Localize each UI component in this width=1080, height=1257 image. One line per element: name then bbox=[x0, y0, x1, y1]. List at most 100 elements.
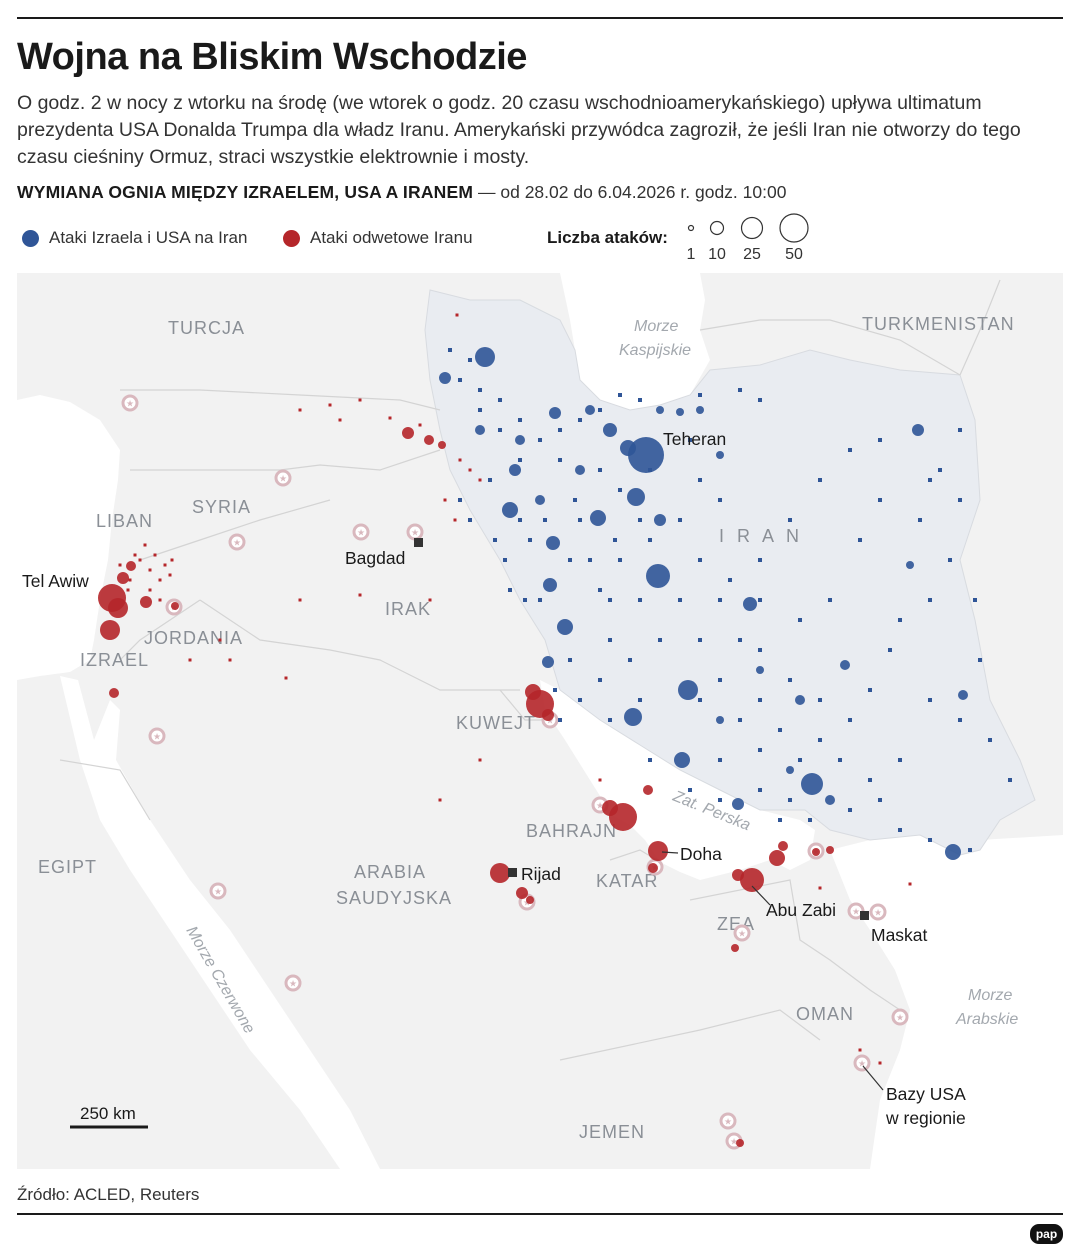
strike-retaliation-15 bbox=[602, 800, 618, 816]
strike-retaliation-small-20 bbox=[458, 458, 462, 462]
strike-retaliation-small-27 bbox=[908, 882, 912, 886]
strike-retaliation-small-25 bbox=[455, 313, 459, 317]
strike-iran-small-104 bbox=[718, 758, 722, 762]
strike-retaliation-small-18 bbox=[388, 416, 392, 420]
strike-retaliation-small-31 bbox=[453, 518, 457, 522]
label-arabian-2: Arabskie bbox=[955, 1011, 1018, 1028]
label-bahrajn: BAHRAJN bbox=[526, 821, 617, 841]
strike-iran-5 bbox=[549, 407, 561, 419]
strike-iran-small-45 bbox=[798, 618, 802, 622]
legend-blue: Ataki Izraela i USA na Iran bbox=[22, 228, 247, 248]
scale-label: 250 km bbox=[80, 1104, 136, 1123]
strike-iran-9 bbox=[546, 536, 560, 550]
size-num-50: 50 bbox=[785, 246, 803, 263]
label-irak: IRAK bbox=[385, 599, 431, 619]
strike-retaliation-2 bbox=[100, 620, 120, 640]
label-jordania: JORDANIA bbox=[144, 628, 243, 648]
us-base-marker bbox=[148, 727, 166, 745]
city-doha: Doha bbox=[680, 844, 722, 864]
strike-iran-13 bbox=[557, 619, 573, 635]
strike-iran-small-5 bbox=[518, 518, 522, 522]
strike-retaliation-10 bbox=[438, 441, 446, 449]
strike-retaliation-small-10 bbox=[126, 588, 130, 592]
strike-iran-12 bbox=[509, 464, 521, 476]
capital-markers bbox=[414, 538, 869, 920]
strike-iran-small-65 bbox=[558, 458, 562, 462]
us-base-marker bbox=[121, 394, 139, 412]
us-base-marker bbox=[853, 1054, 871, 1072]
label-liban: LIBAN bbox=[96, 511, 153, 531]
strike-iran-small-96 bbox=[878, 438, 882, 442]
pap-logo: pap bbox=[1030, 1224, 1063, 1244]
label-arabia-2: SAUDYJSKA bbox=[336, 888, 452, 908]
lead-text: O godz. 2 w nocy z wtorku na środę (we w… bbox=[17, 92, 1021, 168]
strike-iran-small-111 bbox=[568, 658, 572, 662]
legend-red-label: Ataki odwetowe Iranu bbox=[310, 228, 473, 247]
strike-iran-23 bbox=[912, 424, 924, 436]
strike-retaliation-small-29 bbox=[878, 1061, 882, 1065]
size-legend-circles bbox=[687, 213, 809, 243]
label-jemen: JEMEN bbox=[579, 1122, 645, 1142]
strike-iran-small-74 bbox=[788, 798, 792, 802]
strike-iran-small-19 bbox=[538, 598, 542, 602]
strike-iran-small-9 bbox=[578, 518, 582, 522]
strike-iran-small-33 bbox=[848, 718, 852, 722]
strike-retaliation-small-24 bbox=[284, 676, 288, 680]
strike-iran-small-81 bbox=[1008, 778, 1012, 782]
label-oman: OMAN bbox=[796, 1004, 854, 1024]
strike-iran-33 bbox=[716, 451, 724, 459]
strike-iran-small-99 bbox=[973, 598, 977, 602]
strike-iran-21 bbox=[945, 844, 961, 860]
strike-iran-small-114 bbox=[648, 468, 652, 472]
star-icon: ★ bbox=[724, 1117, 732, 1127]
strike-retaliation-small-3 bbox=[153, 553, 157, 557]
strike-iran-1 bbox=[439, 372, 451, 384]
strike-retaliation-small-32 bbox=[428, 598, 432, 602]
strike-iran-30 bbox=[696, 406, 704, 414]
strike-retaliation-6 bbox=[171, 602, 179, 610]
strike-retaliation-25 bbox=[643, 785, 653, 795]
persian-gulf bbox=[540, 680, 815, 880]
marker-maskat bbox=[860, 911, 869, 920]
strike-iran-small-29 bbox=[758, 698, 762, 702]
strike-retaliation-small-33 bbox=[358, 593, 362, 597]
strike-retaliation-small-30 bbox=[443, 498, 447, 502]
strike-iran-small-48 bbox=[698, 478, 702, 482]
strike-retaliation-small-8 bbox=[128, 578, 132, 582]
strike-iran-small-105 bbox=[688, 788, 692, 792]
strike-retaliation-1 bbox=[108, 598, 128, 618]
size-num-10: 10 bbox=[708, 246, 726, 263]
strike-retaliation-27 bbox=[736, 1139, 744, 1147]
strike-iran-small-97 bbox=[958, 428, 962, 432]
strike-iran-small-40 bbox=[938, 468, 942, 472]
strike-iran-small-91 bbox=[728, 578, 732, 582]
strike-iran-small-106 bbox=[718, 798, 722, 802]
strike-iran-small-34 bbox=[868, 688, 872, 692]
strike-iran-small-88 bbox=[818, 698, 822, 702]
us-base-marker bbox=[228, 533, 246, 551]
strike-iran-small-1 bbox=[468, 518, 472, 522]
strike-iran-29 bbox=[585, 405, 595, 415]
star-icon: ★ bbox=[357, 528, 365, 538]
iran-strikes-layer bbox=[439, 347, 1012, 860]
blue-dot-icon bbox=[22, 229, 39, 247]
strike-retaliation-small-15 bbox=[328, 403, 332, 407]
city-maskat: Maskat bbox=[871, 925, 928, 945]
strike-iran-small-28 bbox=[738, 638, 742, 642]
bases-label-2: w regionie bbox=[885, 1108, 966, 1128]
city-labels: Teheran Bagdad Tel Awiw Rijad Doha Abu Z… bbox=[22, 429, 966, 1128]
strike-iran-small-37 bbox=[928, 598, 932, 602]
strike-iran-small-93 bbox=[788, 518, 792, 522]
strike-retaliation-4 bbox=[126, 561, 136, 571]
strike-iran-small-52 bbox=[598, 408, 602, 412]
strike-retaliation-8 bbox=[402, 427, 414, 439]
star-icon: ★ bbox=[233, 538, 241, 548]
strike-iran-small-57 bbox=[498, 398, 502, 402]
strike-iran-small-50 bbox=[638, 398, 642, 402]
label-syria: SYRIA bbox=[192, 497, 251, 517]
label-izrael: IZRAEL bbox=[80, 650, 149, 670]
bottom-rule bbox=[17, 1213, 1063, 1215]
strike-retaliation-small-21 bbox=[468, 468, 472, 472]
strike-iran-small-30 bbox=[778, 728, 782, 732]
strike-iran-small-54 bbox=[558, 428, 562, 432]
